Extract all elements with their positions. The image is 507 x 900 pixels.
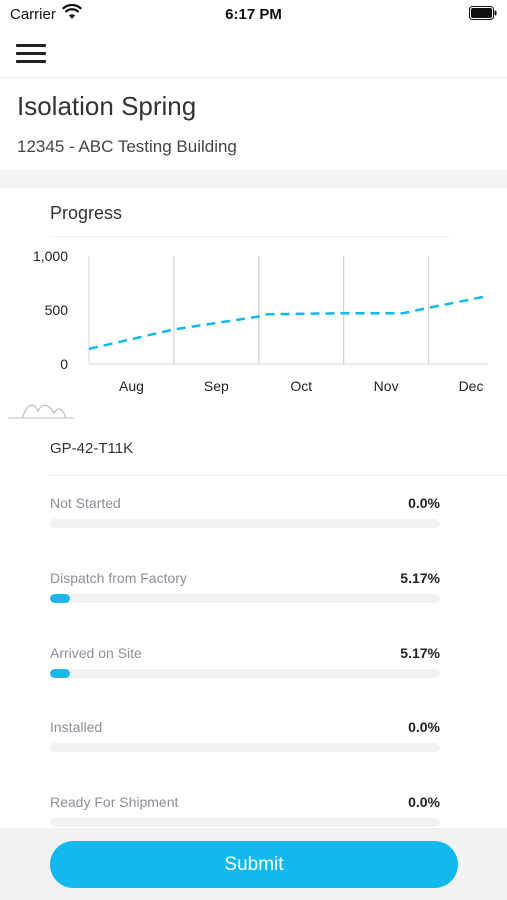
status-label: Installed (50, 719, 103, 735)
wave-icon (8, 404, 74, 419)
status-percent: 5.17% (400, 645, 440, 661)
progress-track (50, 818, 440, 827)
y-tick-label: 500 (45, 302, 69, 318)
project-subtitle: 12345 - ABC Testing Building (17, 137, 237, 156)
bottom-bar: Submit (0, 828, 507, 900)
progress-track (50, 519, 440, 528)
y-tick-label: 0 (60, 356, 68, 372)
submit-button[interactable]: Submit (50, 841, 458, 888)
x-tick-label: Oct (290, 378, 312, 394)
status-row: Dispatch from Factory 5.17% (50, 570, 440, 610)
navigation-bar (0, 30, 507, 78)
x-tick-label: Sep (204, 378, 229, 394)
progress-track (50, 594, 440, 603)
status-row: Installed 0.0% (50, 719, 440, 759)
chart-title: Progress (50, 203, 123, 223)
progress-track (50, 743, 440, 752)
page-title: Isolation Spring (17, 91, 197, 121)
status-percent: 0.0% (408, 495, 440, 511)
status-time: 6:17 PM (225, 6, 282, 23)
carrier-label: Carrier (10, 6, 56, 23)
progress-fill (50, 669, 71, 678)
hamburger-menu-icon[interactable] (16, 44, 46, 64)
status-label: Ready For Shipment (50, 794, 179, 810)
status-label: Dispatch from Factory (50, 570, 187, 586)
progress-fill (50, 594, 71, 603)
x-tick-label: Nov (374, 378, 399, 394)
battery-icon (469, 6, 497, 20)
status-label: Not Started (50, 495, 121, 511)
x-tick-label: Aug (119, 378, 144, 394)
wifi-icon (62, 4, 82, 19)
chart-divider (50, 236, 450, 237)
item-divider (50, 475, 507, 476)
status-row: Not Started 0.0% (50, 495, 440, 535)
status-row: Arrived on Site 5.17% (50, 645, 440, 685)
status-bar: Carrier 6:17 PM (0, 0, 507, 30)
status-percent: 0.0% (408, 794, 440, 810)
section-separator (0, 170, 507, 188)
status-percent: 0.0% (408, 719, 440, 735)
progress-chart-card: Progress 0 500 1,000 Aug Sep Oct Nov Dec (0, 188, 507, 428)
y-tick-label: 1,000 (33, 248, 68, 264)
status-percent: 5.17% (400, 570, 440, 586)
progress-chart: 0 500 1,000 Aug Sep Oct Nov Dec (33, 248, 489, 394)
header-section: Isolation Spring 12345 - ABC Testing Bui… (0, 79, 507, 170)
item-code: GP-42-T11K (50, 440, 134, 457)
status-label: Arrived on Site (50, 645, 142, 661)
status-row: Ready For Shipment 0.0% (50, 794, 440, 834)
progress-track (50, 669, 440, 678)
x-tick-label: Dec (459, 378, 484, 394)
